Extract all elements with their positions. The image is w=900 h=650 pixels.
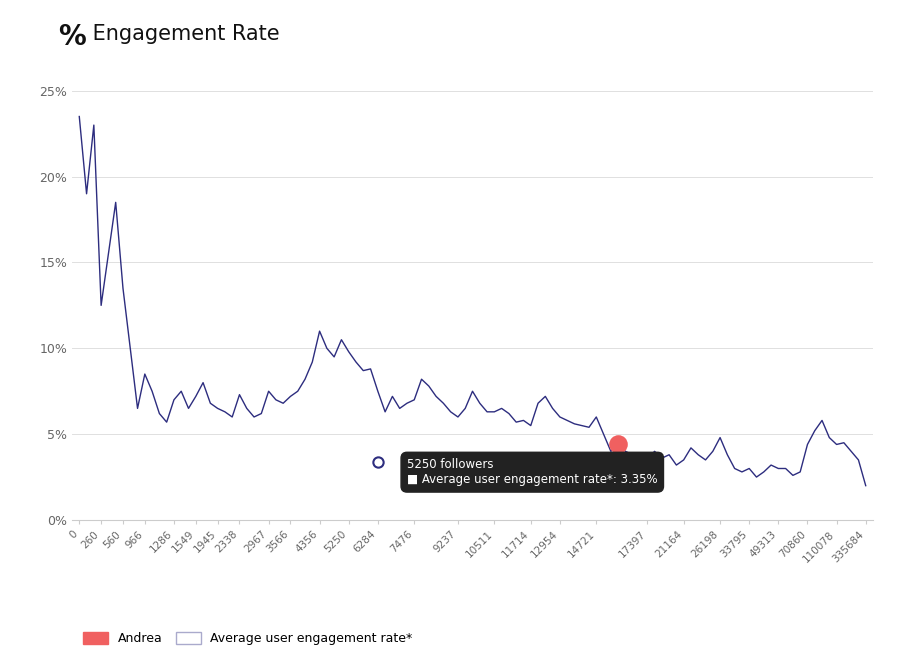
Text: 5250 followers
■ Average user engagement rate*: 3.35%: 5250 followers ■ Average user engagement… bbox=[407, 458, 658, 486]
Point bbox=[611, 439, 625, 450]
Text: %: % bbox=[58, 23, 86, 51]
Text: Engagement Rate: Engagement Rate bbox=[86, 24, 279, 44]
Legend: Andrea, Average user engagement rate*: Andrea, Average user engagement rate* bbox=[78, 627, 418, 650]
Point bbox=[371, 456, 385, 467]
